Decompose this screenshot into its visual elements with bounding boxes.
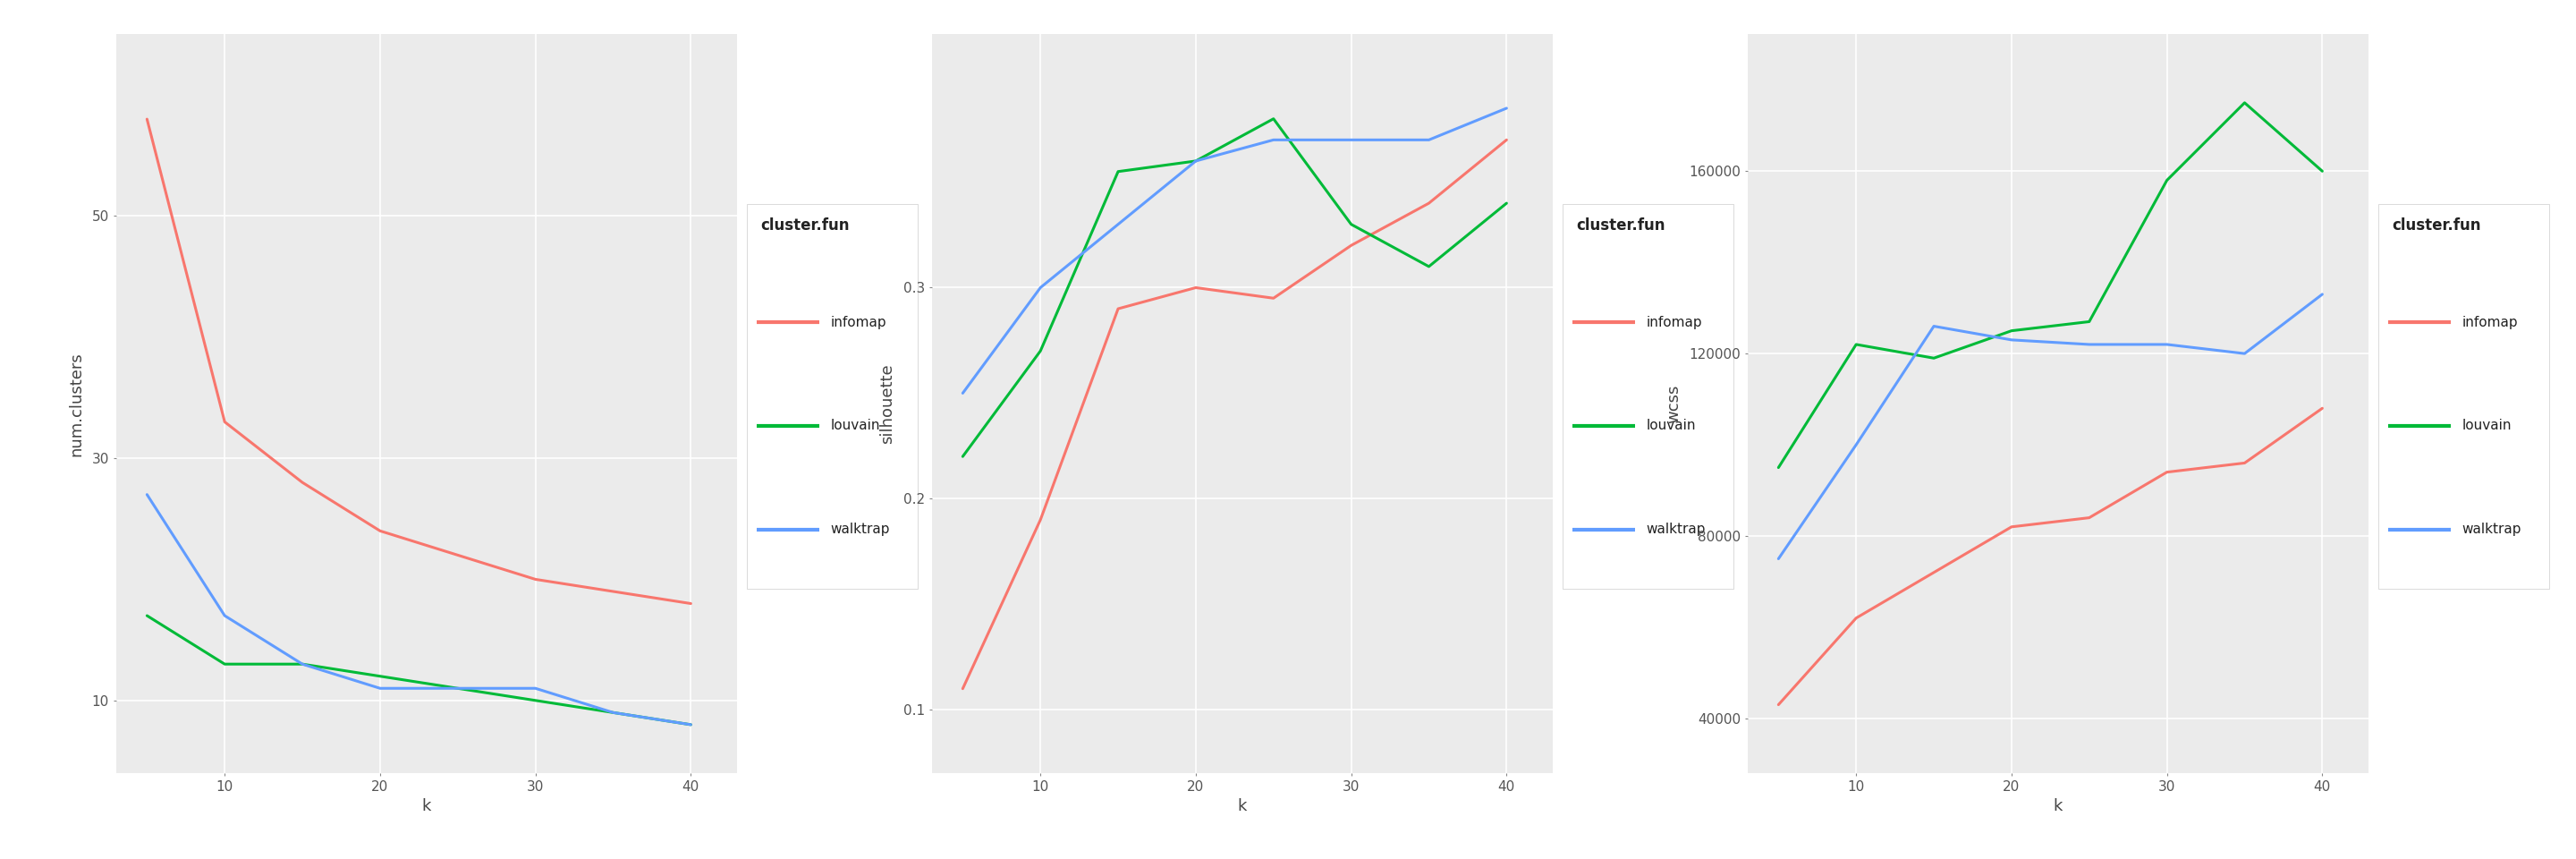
Text: walktrap: walktrap — [829, 522, 891, 536]
Text: cluster.fun: cluster.fun — [760, 217, 850, 234]
X-axis label: k: k — [422, 798, 430, 814]
Y-axis label: silhouette: silhouette — [878, 363, 896, 444]
Text: infomap: infomap — [829, 316, 886, 329]
Text: cluster.fun: cluster.fun — [2393, 217, 2481, 234]
Text: louvain: louvain — [2463, 419, 2512, 433]
Text: cluster.fun: cluster.fun — [1577, 217, 1667, 234]
Text: louvain: louvain — [829, 419, 881, 433]
X-axis label: k: k — [2053, 798, 2063, 814]
FancyBboxPatch shape — [747, 204, 917, 588]
Y-axis label: wcss: wcss — [1664, 384, 1682, 423]
FancyBboxPatch shape — [1564, 204, 1734, 588]
Text: louvain: louvain — [1646, 419, 1695, 433]
Text: walktrap: walktrap — [2463, 522, 2522, 536]
FancyBboxPatch shape — [2378, 204, 2550, 588]
X-axis label: k: k — [1239, 798, 1247, 814]
Text: walktrap: walktrap — [1646, 522, 1705, 536]
Text: infomap: infomap — [2463, 316, 2519, 329]
Text: infomap: infomap — [1646, 316, 1703, 329]
Y-axis label: num.clusters: num.clusters — [67, 351, 85, 456]
